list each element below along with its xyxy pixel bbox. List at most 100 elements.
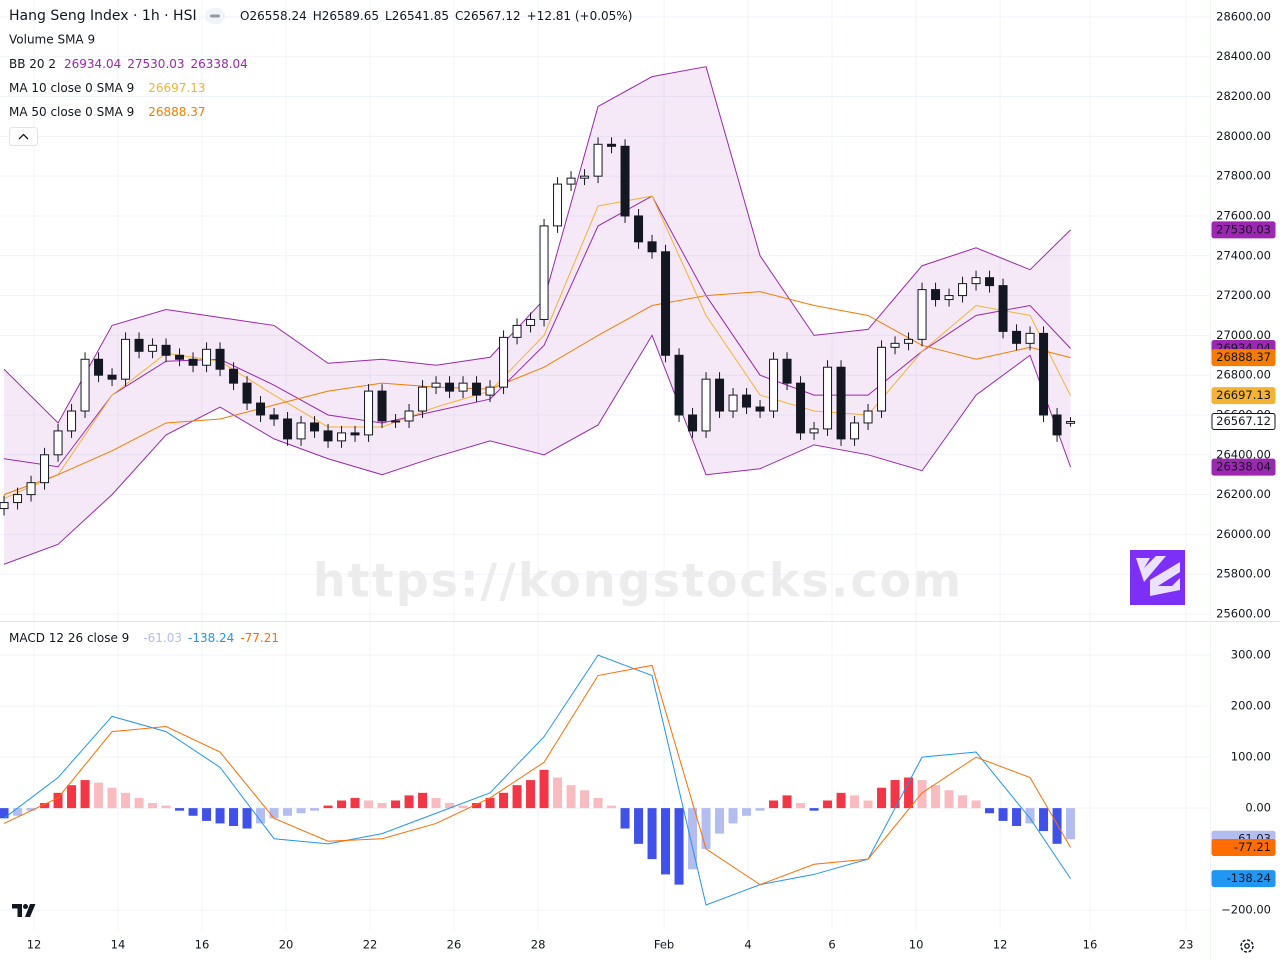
ohlc-value: 26589.65	[322, 9, 379, 23]
legend-name: MACD 12 26 close 9	[9, 631, 129, 645]
legend-name: BB 20 2	[9, 57, 56, 71]
histogram-bar	[175, 808, 185, 811]
y-tick-label: 27800.00	[1216, 169, 1271, 183]
y-tick-label: 25600.00	[1216, 607, 1271, 621]
histogram-bar	[661, 808, 671, 875]
legend-value: 26697.13	[148, 81, 205, 95]
candle-body	[485, 386, 495, 396]
x-tick-label: 4	[744, 938, 751, 952]
histogram-bar	[701, 808, 711, 849]
x-tick-label: Feb	[654, 938, 674, 952]
candle-body	[229, 368, 239, 384]
candle-body	[607, 143, 617, 147]
macd-line	[3, 654, 1071, 906]
histogram-bar	[364, 800, 374, 809]
histogram-bar	[472, 803, 482, 809]
y-tick-label: 26400.00	[1216, 447, 1271, 461]
histogram-bar	[877, 787, 887, 809]
candle-body	[161, 344, 171, 356]
candle-body	[67, 410, 77, 432]
candle-body	[0, 502, 9, 510]
ma10-legend: MA 10 close 0 SMA 9 26697.13	[9, 81, 206, 95]
volume-legend: Volume SMA 9	[9, 33, 95, 47]
ohlc-legend: O26558.24 H26589.65 L26541.85 C26567.12 +12.…	[240, 9, 632, 23]
ohlc-value: 26567.12	[463, 9, 520, 23]
candle-body	[661, 251, 671, 356]
histogram-bar	[13, 808, 23, 816]
ohlc-label: L	[385, 9, 392, 23]
y-tick-label: 26000.00	[1216, 527, 1271, 541]
candle-body	[782, 358, 792, 384]
x-tick-label: 26	[447, 938, 462, 952]
price-tag-label: 26338.04	[1216, 460, 1271, 474]
histogram-bar	[229, 808, 239, 826]
bb-fill	[4, 66, 1071, 565]
histogram-bar	[67, 785, 77, 809]
histogram-bar	[1012, 808, 1022, 826]
y-tick-label: 0.00	[1245, 801, 1271, 815]
candle-body	[823, 366, 833, 430]
legend-value: 27530.03	[127, 57, 184, 71]
histogram-bar	[823, 800, 833, 809]
candle-body	[688, 414, 698, 432]
legend-value: 26934.04	[64, 57, 121, 71]
candle-body	[553, 183, 563, 227]
price-tag-label: -138.24	[1227, 871, 1271, 885]
histogram-bar	[769, 800, 779, 809]
y-tick-label: 26200.00	[1216, 487, 1271, 501]
candle-body	[512, 324, 522, 338]
price-tag	[1211, 458, 1276, 476]
candle-body	[13, 494, 23, 504]
histogram-bar	[80, 780, 90, 809]
histogram-bar	[283, 808, 293, 816]
x-tick-label: 28	[531, 938, 546, 952]
candle-body	[53, 430, 63, 456]
candle-body	[404, 410, 414, 422]
histogram-bar	[499, 792, 509, 809]
collapse-button[interactable]	[9, 127, 38, 146]
histogram-bar	[40, 803, 50, 809]
candle-body	[350, 432, 360, 436]
histogram-bar	[310, 808, 320, 811]
histogram-bar	[485, 797, 495, 809]
candle-body	[796, 382, 806, 434]
candle-body	[863, 410, 873, 424]
histogram-bar	[917, 780, 927, 809]
histogram-bar	[539, 769, 549, 809]
candle-body	[742, 394, 752, 408]
histogram-bar	[107, 787, 117, 809]
histogram-bar	[431, 797, 441, 809]
price-tag-label: 26567.12	[1216, 414, 1271, 428]
candle-body	[971, 277, 981, 285]
candle-body	[472, 382, 482, 396]
histogram-bar	[688, 808, 698, 870]
histogram-bar	[188, 808, 198, 816]
settings-gear[interactable]	[1240, 939, 1254, 953]
candle-body	[985, 277, 995, 287]
ohlc-value: 26558.24	[249, 9, 306, 23]
histogram-bar	[904, 777, 914, 809]
candle-body	[755, 406, 765, 412]
candle-body	[26, 482, 36, 496]
y-tick-label: 200.00	[1231, 699, 1271, 713]
y-tick-label: 27600.00	[1216, 208, 1271, 222]
price-tag-label: 26888.37	[1216, 350, 1271, 364]
candle-body	[458, 382, 468, 392]
histogram-bar	[755, 808, 765, 811]
candle-body	[647, 241, 657, 253]
y-tick-label: 27200.00	[1216, 288, 1271, 302]
histogram-bar	[931, 785, 941, 809]
ma-line	[3, 291, 1071, 496]
ohlc-label: C	[455, 9, 463, 23]
candle-body	[107, 374, 117, 380]
histogram-bar	[296, 808, 306, 814]
candle-body	[188, 358, 198, 366]
candle-body	[80, 358, 90, 412]
candle-body	[121, 338, 131, 380]
histogram-bar	[512, 785, 522, 809]
histogram-bar	[580, 790, 590, 809]
tradingview-logo	[12, 904, 36, 917]
brand-logo	[1130, 550, 1185, 605]
candle-body	[1012, 330, 1022, 344]
